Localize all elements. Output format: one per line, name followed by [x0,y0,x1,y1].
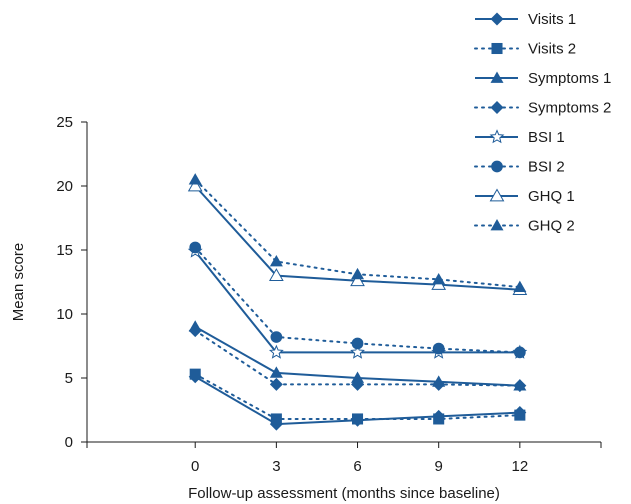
data-point-symptoms-2 [513,379,527,393]
legend-item-ghq-1: GHQ 1 [475,188,575,205]
legend-marker-visits-1 [490,12,504,26]
data-point-ghq-2 [269,255,283,267]
data-point-ghq-1 [350,273,365,287]
data-point-ghq-1 [269,268,284,281]
y-tick-label: 15 [56,242,73,259]
legend: Visits 1 Visits 2 Symptoms 1 Symptoms 2 BSI … [474,11,611,235]
data-point-symptoms-2 [188,324,202,338]
data-point-ghq-2 [513,280,527,292]
data-point-visits-2 [433,413,445,425]
legend-item-visits-1: Visits 1 [475,11,576,28]
x-tick-label: 12 [511,458,528,475]
legend-item-visits-2: Visits 2 [474,41,576,58]
x-axis: 0 3 6 9 12 [86,441,602,475]
legend-marker-bsi-2 [491,160,503,173]
data-point-bsi-2 [513,346,526,359]
data-point-bsi-2 [432,342,445,355]
series-bsi-2 [189,241,526,359]
legend-label-ghq-1: GHQ 1 [528,188,575,205]
data-point-bsi-1 [268,344,284,359]
x-tick-label: 3 [272,458,280,475]
legend-label-bsi-2: BSI 2 [528,159,565,176]
legend-marker-symptoms-2 [490,101,504,114]
data-point-visits-2 [270,413,282,425]
y-tick-label: 20 [56,178,73,195]
series-line-bsi-1 [194,250,520,354]
data-point-symptoms-2 [351,377,365,391]
plot-area [187,173,528,431]
data-point-bsi-1 [350,344,365,359]
series-line-visits-2 [194,373,521,420]
y-tick-label: 10 [56,306,73,323]
data-point-symptoms-2 [269,377,283,391]
legend-item-bsi-1: BSI 1 [475,129,565,146]
x-tick-label: 0 [191,458,199,475]
data-point-ghq-2 [351,267,365,280]
data-point-symptoms-1 [351,371,365,383]
legend-label-bsi-1: BSI 1 [528,129,565,146]
legend-marker-ghq-2 [490,219,504,231]
y-tick-label: 0 [65,434,73,451]
data-point-visits-2 [514,409,526,421]
series-line-bsi-2 [194,246,521,354]
data-point-bsi-2 [351,337,364,350]
legend-item-symptoms-2: Symptoms 2 [474,100,611,117]
legend-marker-symptoms-1 [490,71,504,83]
legend-marker-ghq-1 [489,188,505,202]
legend-label-symptoms-2: Symptoms 2 [528,100,611,117]
y-axis: 0 5 10 15 20 25 [56,114,88,451]
series-symptoms-2 [188,324,527,393]
y-tick-label: 5 [65,370,73,387]
legend-label-symptoms-1: Symptoms 1 [528,70,611,87]
series-visits-2 [189,368,526,425]
x-tick-label: 6 [353,458,361,475]
data-point-visits-2 [352,413,364,425]
legend-label-ghq-2: GHQ 2 [528,218,575,235]
legend-label-visits-1: Visits 1 [528,11,576,28]
data-point-visits-2 [189,368,201,380]
data-point-symptoms-2 [432,377,446,391]
legend-label-visits-2: Visits 2 [528,41,576,58]
data-point-symptoms-1 [269,366,283,378]
y-tick-label: 25 [56,114,73,131]
data-point-bsi-2 [189,241,202,254]
legend-item-symptoms-1: Symptoms 1 [475,70,611,87]
data-point-ghq-1 [187,178,203,192]
data-point-ghq-2 [188,173,202,185]
data-point-bsi-2 [270,331,283,343]
legend-marker-visits-2 [491,42,503,55]
x-tick-label: 9 [435,458,443,475]
legend-marker-bsi-1 [489,129,505,144]
series-ghq-2 [188,173,527,292]
data-point-ghq-2 [432,272,446,285]
legend-item-ghq-2: GHQ 2 [474,218,575,235]
y-axis-label: Mean score [10,243,27,321]
legend-item-bsi-2: BSI 2 [474,159,565,176]
x-axis-label: Follow-up assessment (months since basel… [188,485,500,502]
series-line-symptoms-2 [194,329,521,387]
